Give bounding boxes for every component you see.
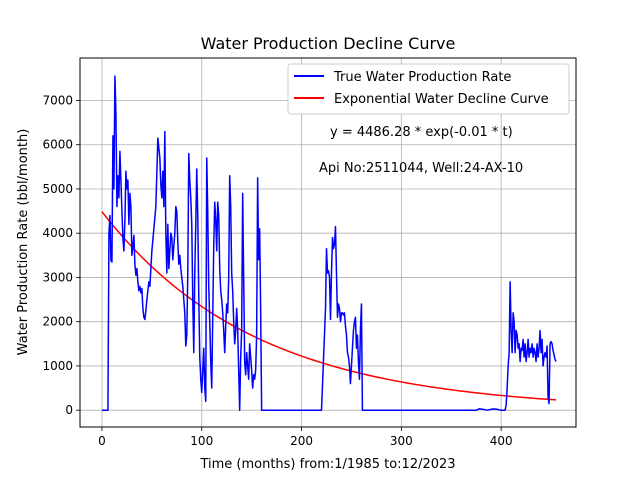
plot-area-background xyxy=(80,58,576,427)
chart-title: Water Production Decline Curve xyxy=(201,34,456,53)
y-tick-label: 6000 xyxy=(42,138,73,152)
x-tick-label: 300 xyxy=(390,434,413,448)
grid xyxy=(80,58,576,427)
x-tick-label: 400 xyxy=(490,434,513,448)
plot-frame xyxy=(79,57,577,428)
y-axis-ticks: 0 1000 2000 3000 4000 5000 6000 7000 xyxy=(42,93,80,417)
legend-label-true: True Water Production Rate xyxy=(333,70,511,85)
x-tick-label: 200 xyxy=(290,434,313,448)
equation-annotation: y = 4486.28 * exp(-0.01 * t) xyxy=(330,125,513,140)
y-tick-label: 7000 xyxy=(42,93,73,107)
exponential-decline-curve xyxy=(101,211,557,401)
series-group xyxy=(101,75,557,411)
y-tick-label: 2000 xyxy=(42,315,73,329)
x-tick-label: 0 xyxy=(98,434,106,448)
legend: True Water Production Rate Exponential W… xyxy=(287,63,570,115)
well-annotation: Api No:2511044, Well:24-AX-10 xyxy=(319,161,523,176)
x-tick-label: 100 xyxy=(190,434,213,448)
legend-box xyxy=(287,63,570,115)
y-tick-label: 4000 xyxy=(42,226,73,240)
y-tick-label: 5000 xyxy=(42,182,73,196)
fit-group xyxy=(101,211,557,401)
y-tick-label: 0 xyxy=(65,403,73,417)
y-axis-label: Water Production Rate (bbl/month) xyxy=(16,129,31,356)
x-axis-ticks: 0 100 200 300 400 xyxy=(98,427,513,448)
true-water-production-line xyxy=(101,75,557,411)
y-tick-label: 3000 xyxy=(42,270,73,284)
y-tick-label: 1000 xyxy=(42,359,73,373)
legend-label-fit: Exponential Water Decline Curve xyxy=(334,92,549,107)
x-axis-label: Time (months) from:1/1985 to:12/2023 xyxy=(199,457,455,472)
